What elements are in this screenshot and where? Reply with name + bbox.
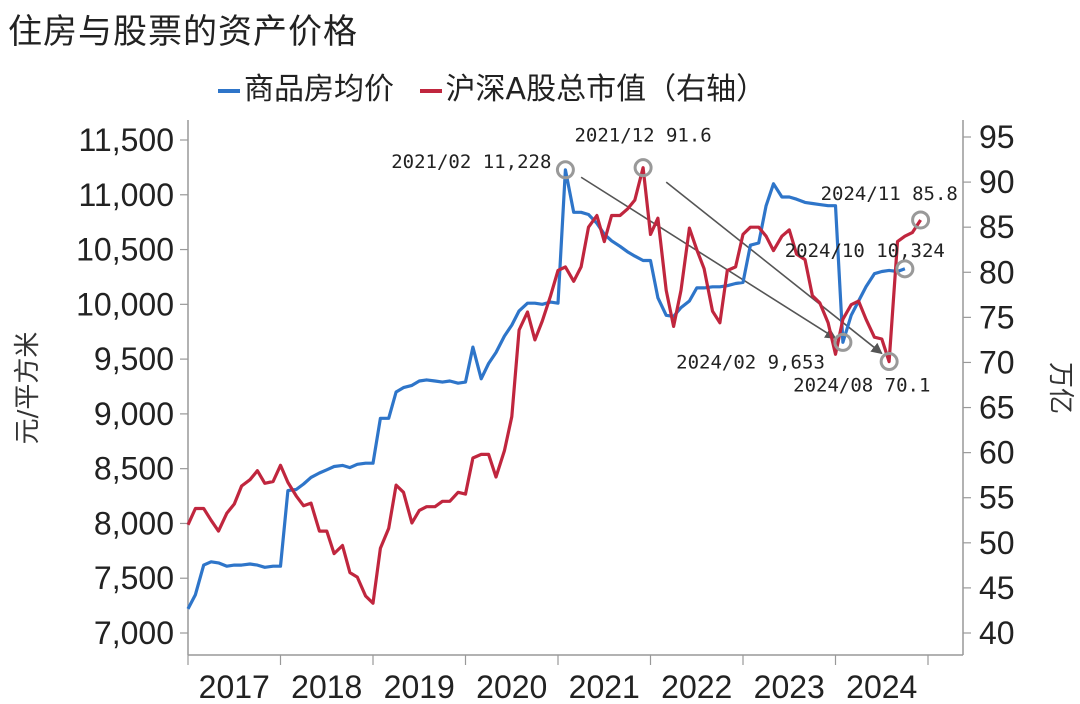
left-tick-label: 10,000 <box>76 286 174 322</box>
annotation-marker <box>633 158 653 178</box>
annotation-label: 2024/08 70.1 <box>793 375 930 397</box>
right-tick-label: 45 <box>979 570 1015 606</box>
right-tick-label: 40 <box>979 615 1015 651</box>
x-tick-label: 2018 <box>291 669 362 704</box>
legend-item-house-price: 商品房均价 <box>218 64 394 108</box>
annotation-label: 2024/10 10,324 <box>785 240 945 262</box>
left-tick-label: 10,500 <box>76 232 174 268</box>
annotation-marker <box>555 160 575 180</box>
annotation-marker <box>895 259 915 279</box>
x-tick-label: 2017 <box>199 669 270 704</box>
legend-label-market-cap: 沪深A股总市值（右轴） <box>445 72 767 107</box>
annotation-label: 2024/11 85.8 <box>821 183 958 205</box>
legend-label-house-price: 商品房均价 <box>244 72 394 107</box>
legend-swatch-red <box>419 88 442 93</box>
trend-arrow <box>665 181 883 355</box>
annotation-marker <box>911 210 931 230</box>
left-tick-label: 7,500 <box>94 560 174 596</box>
right-tick-label: 65 <box>979 390 1015 426</box>
legend: 商品房均价 沪深A股总市值（右轴） <box>218 64 782 108</box>
annotation-marker <box>833 332 853 352</box>
annotation-label: 2021/02 11,228 <box>391 151 551 173</box>
x-tick-label: 2023 <box>754 669 825 704</box>
y-right-title: 万亿 <box>1045 362 1075 414</box>
left-tick-label: 8,500 <box>94 451 174 487</box>
left-tick-label: 7,000 <box>94 615 174 651</box>
right-tick-label: 70 <box>979 344 1015 380</box>
legend-swatch-blue <box>218 88 240 93</box>
left-tick-label: 11,500 <box>79 122 175 158</box>
annotation-label: 2021/12 91.6 <box>574 125 711 147</box>
right-tick-label: 50 <box>979 525 1015 561</box>
chart-title: 住房与股票的资产价格 <box>8 12 358 52</box>
left-tick-label: 8,000 <box>94 505 174 541</box>
right-tick-label: 75 <box>979 299 1015 335</box>
legend-item-market-cap: 沪深A股总市值（右轴） <box>419 64 767 108</box>
left-tick-label: 9,000 <box>94 396 174 432</box>
right-tick-label: 55 <box>979 480 1015 516</box>
y-left-title: 元/平方米 <box>13 332 43 445</box>
right-tick-label: 80 <box>979 254 1015 290</box>
trend-arrow <box>580 176 837 339</box>
x-tick-label: 2024 <box>846 669 917 704</box>
series-line-house-price <box>186 168 906 610</box>
left-tick-label: 11,000 <box>79 177 175 213</box>
right-tick-label: 90 <box>979 164 1015 200</box>
x-tick-label: 2020 <box>476 669 547 704</box>
series-line-market-cap <box>186 166 922 605</box>
x-tick-label: 2019 <box>384 669 455 704</box>
right-tick-label: 85 <box>979 209 1015 245</box>
left-tick-label: 9,500 <box>94 341 174 377</box>
annotation-label: 2024/02 9,653 <box>676 351 825 373</box>
x-tick-label: 2022 <box>661 669 732 704</box>
right-tick-label: 95 <box>979 119 1015 155</box>
right-tick-label: 60 <box>979 435 1015 471</box>
x-tick-label: 2021 <box>569 669 640 704</box>
annotation-marker <box>879 352 899 372</box>
